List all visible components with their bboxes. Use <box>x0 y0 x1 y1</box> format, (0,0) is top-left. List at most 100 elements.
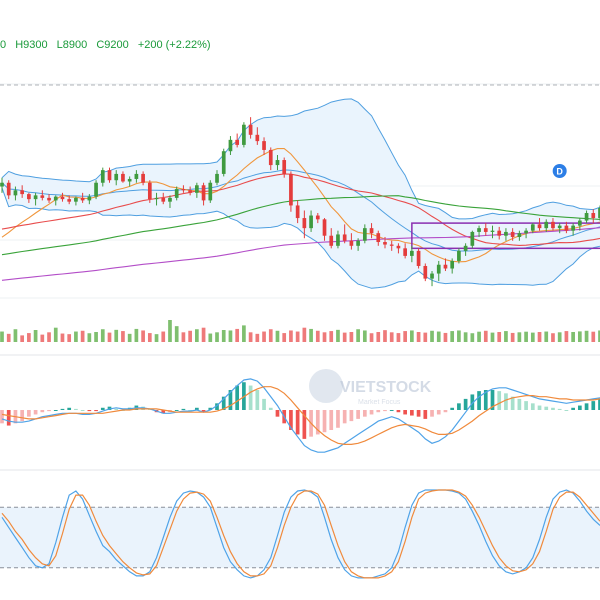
macd-histogram-bar[interactable] <box>584 403 589 410</box>
volume-bar[interactable] <box>376 332 381 342</box>
macd-histogram-bar[interactable] <box>571 407 575 410</box>
candle-body[interactable] <box>383 242 387 245</box>
volume-bar[interactable] <box>268 329 273 342</box>
macd-histogram-bar[interactable] <box>302 410 307 439</box>
volume-bar[interactable] <box>530 332 535 342</box>
macd-histogram-bar[interactable] <box>369 410 374 415</box>
macd-histogram-bar[interactable] <box>100 407 105 410</box>
candle-body[interactable] <box>584 213 589 221</box>
macd-histogram-bar[interactable] <box>517 398 522 410</box>
candle-body[interactable] <box>315 215 320 220</box>
volume-bar[interactable] <box>416 332 421 342</box>
volume-bar[interactable] <box>221 330 226 342</box>
volume-bar[interactable] <box>591 331 596 342</box>
macd-histogram-bar[interactable] <box>248 385 253 410</box>
candle-body[interactable] <box>510 231 515 237</box>
candle-body[interactable] <box>188 190 192 193</box>
volume-bar[interactable] <box>356 329 360 342</box>
volume-bar[interactable] <box>13 329 18 342</box>
macd-histogram-bar[interactable] <box>80 410 85 411</box>
volume-bar[interactable] <box>443 332 448 342</box>
volume-bar[interactable] <box>349 332 354 342</box>
candle-body[interactable] <box>208 182 213 201</box>
candle-body[interactable] <box>591 213 596 219</box>
candle-body[interactable] <box>504 231 508 236</box>
macd-histogram-bar[interactable] <box>329 410 334 430</box>
volume-panel[interactable] <box>0 320 600 342</box>
candle-body[interactable] <box>282 160 287 174</box>
macd-histogram-bar[interactable] <box>181 408 186 410</box>
candle-body[interactable] <box>423 265 428 279</box>
candle-body[interactable] <box>396 245 401 249</box>
volume-bar[interactable] <box>510 332 515 342</box>
macd-histogram-bar[interactable] <box>577 405 582 410</box>
candle-body[interactable] <box>275 160 280 166</box>
volume-bar[interactable] <box>497 332 502 342</box>
volume-bar[interactable] <box>571 332 575 342</box>
candle-body[interactable] <box>33 195 38 200</box>
volume-bar[interactable] <box>309 328 313 342</box>
candle-body[interactable] <box>336 234 340 246</box>
candle-body[interactable] <box>356 240 360 246</box>
macd-histogram-bar[interactable] <box>40 410 45 413</box>
candle-body[interactable] <box>551 221 555 229</box>
macd-histogram-bar[interactable] <box>490 390 495 410</box>
macd-histogram-bar[interactable] <box>591 401 596 410</box>
volume-bar[interactable] <box>369 333 374 342</box>
volume-bar[interactable] <box>228 330 233 342</box>
candle-body[interactable] <box>168 197 172 202</box>
volume-bar[interactable] <box>100 329 105 342</box>
volume-bar[interactable] <box>121 331 125 342</box>
volume-bar[interactable] <box>255 333 260 342</box>
candle-body[interactable] <box>20 190 25 195</box>
candle-body[interactable] <box>369 228 374 234</box>
volume-bar[interactable] <box>33 330 38 342</box>
candle-body[interactable] <box>470 231 475 246</box>
candle-body[interactable] <box>141 173 145 183</box>
macd-histogram-bar[interactable] <box>342 410 347 424</box>
macd-histogram-bar[interactable] <box>27 410 31 417</box>
candle-body[interactable] <box>215 173 219 183</box>
candle-body[interactable] <box>329 235 334 246</box>
candle-body[interactable] <box>248 124 253 135</box>
volume-bar[interactable] <box>537 332 542 342</box>
volume-bar[interactable] <box>504 331 508 342</box>
price-panel[interactable]: D <box>0 98 600 289</box>
volume-bar[interactable] <box>0 331 4 342</box>
volume-bar[interactable] <box>544 331 549 342</box>
macd-histogram-bar[interactable] <box>87 410 92 412</box>
macd-histogram-bar[interactable] <box>510 396 515 410</box>
macd-histogram-bar[interactable] <box>262 398 266 410</box>
macd-histogram-bar[interactable] <box>174 410 179 411</box>
candle-body[interactable] <box>67 199 72 202</box>
volume-bar[interactable] <box>524 331 528 342</box>
volume-bar[interactable] <box>315 330 320 342</box>
volume-bar[interactable] <box>584 330 589 342</box>
macd-histogram-bar[interactable] <box>436 410 441 415</box>
volume-bar[interactable] <box>208 333 213 342</box>
volume-bar[interactable] <box>423 332 428 342</box>
volume-bar[interactable] <box>551 333 555 342</box>
volume-bar[interactable] <box>470 333 475 342</box>
candle-body[interactable] <box>74 197 78 202</box>
volume-bar[interactable] <box>40 334 45 342</box>
volume-bar[interactable] <box>60 333 65 342</box>
candle-body[interactable] <box>309 215 313 229</box>
candle-body[interactable] <box>410 250 414 256</box>
macd-histogram-bar[interactable] <box>483 390 488 410</box>
candle-body[interactable] <box>242 124 246 145</box>
candle-body[interactable] <box>134 173 139 179</box>
volume-bar[interactable] <box>436 331 441 342</box>
candle-body[interactable] <box>362 228 367 241</box>
volume-bar[interactable] <box>181 332 186 342</box>
candle-body[interactable] <box>80 197 85 201</box>
stochastic-panel[interactable] <box>0 489 600 579</box>
macd-histogram-bar[interactable] <box>450 407 455 410</box>
macd-histogram-bar[interactable] <box>67 407 72 410</box>
candle-body[interactable] <box>537 224 542 229</box>
macd-histogram-bar[interactable] <box>289 410 293 430</box>
macd-histogram-bar[interactable] <box>215 403 219 410</box>
candle-body[interactable] <box>174 189 179 198</box>
volume-bar[interactable] <box>403 331 407 342</box>
